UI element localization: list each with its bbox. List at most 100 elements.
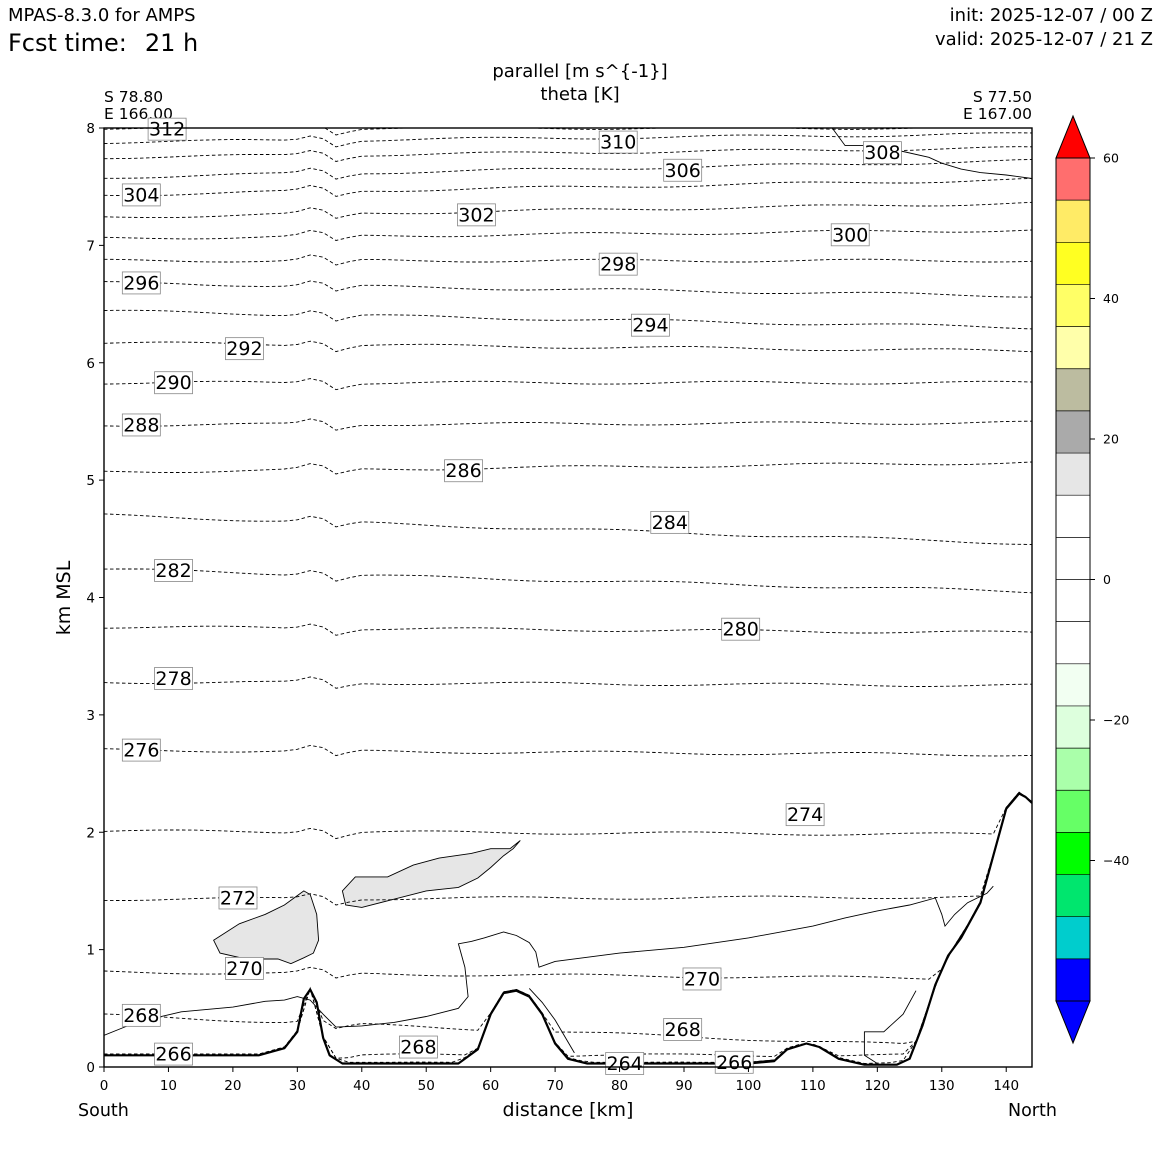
colorbar-segment (1056, 453, 1090, 496)
theta-label-294: 294 (631, 313, 670, 337)
x-tick-label: 90 (675, 1078, 692, 1094)
colorbar-tick-label: −40 (1103, 853, 1129, 868)
x-tick-label: 20 (224, 1078, 241, 1094)
theta-label-text: 264 (607, 1053, 643, 1075)
theta-contour-288 (104, 418, 1032, 431)
colorbar-segment (1056, 284, 1090, 327)
theta-contour-286 (104, 461, 1032, 475)
theta-contour-266 (104, 791, 1032, 1059)
y-tick-label: 0 (86, 1060, 95, 1076)
y-tick-label: 5 (86, 473, 95, 489)
x-tick-label: 10 (160, 1078, 177, 1094)
theta-contour-270 (104, 791, 1032, 980)
theta-label-text: 278 (155, 668, 191, 690)
y-tick-label: 7 (86, 238, 95, 254)
theta-contour-284 (104, 513, 1032, 545)
colorbar-segment (1056, 832, 1090, 875)
x-tick-label: 100 (736, 1078, 762, 1094)
theta-contour-280 (104, 623, 1032, 636)
theta-contour-274 (104, 791, 1032, 840)
terrain (104, 792, 1032, 1066)
x-tick-label: 120 (864, 1078, 890, 1094)
theta-label-text: 270 (226, 958, 262, 980)
y-tick-label: 8 (86, 121, 95, 137)
colorbar-segment (1056, 748, 1090, 791)
colorbar-segment (1056, 916, 1090, 959)
theta-label-text: 280 (723, 619, 759, 641)
colorbar-segment (1056, 200, 1090, 243)
axes: 0 10 20 30 40 50 60 70 80 90 100 110 120 130 140 0 1 2 3 4 5… (86, 121, 1019, 1094)
theta-contour-306 (104, 159, 1032, 180)
theta-label-284: 284 (650, 510, 690, 534)
theta-label-text: 310 (600, 132, 636, 154)
chart-title: parallel [m s^{-1}] (492, 61, 668, 82)
y-tick-label: 6 (86, 356, 95, 372)
theta-label-268: 268 (663, 1018, 703, 1041)
y-tick-label: 2 (86, 825, 95, 841)
forecast-time-label: Fcst time: (8, 29, 127, 57)
colorbar-segment (1056, 495, 1090, 538)
model-title: MPAS-8.3.0 for AMPS (8, 5, 196, 26)
colorbar-segment (1056, 368, 1090, 411)
colorbar-tick-label: 40 (1103, 291, 1119, 306)
colorbar-tick-label: 60 (1103, 151, 1119, 166)
theta-label-306: 306 (663, 158, 703, 182)
theta-label-text: 296 (123, 272, 159, 294)
theta-contour-294 (104, 309, 1032, 330)
colorbar-extend-max (1055, 114, 1091, 159)
theta-label-text: 302 (458, 204, 494, 226)
colorbar-segment (1056, 874, 1090, 917)
shaded-region-2 (341, 840, 521, 908)
theta-label-276: 276 (121, 738, 161, 762)
x-tick-label: 40 (353, 1078, 370, 1094)
velocity-contour-3 (863, 990, 917, 1064)
velocity-contour-5 (831, 128, 1032, 179)
theta-label-text: 300 (832, 224, 868, 246)
theta-label-text: 312 (149, 119, 185, 141)
theta-label-text: 282 (155, 560, 191, 582)
theta-label-288: 288 (121, 413, 161, 436)
theta-label-text: 268 (400, 1037, 436, 1059)
terrain-line (104, 792, 1032, 1066)
velocity-contour-2 (528, 988, 575, 1054)
theta-contours (104, 128, 1032, 1064)
theta-contour-296 (104, 280, 1032, 298)
colorbar-segment (1056, 158, 1090, 201)
theta-contour-272 (104, 791, 1032, 906)
x-tick-label: 0 (100, 1078, 109, 1094)
theta-contour-310 (104, 132, 1032, 148)
theta-contour-292 (104, 340, 1032, 353)
forecast-time: Fcst time: 21 h (8, 29, 198, 57)
y-tick-label: 1 (86, 943, 95, 959)
colorbar-tick-label: 20 (1103, 432, 1119, 447)
theta-label-text: 272 (220, 887, 256, 909)
colorbar-segment (1056, 326, 1090, 369)
theta-label-text: 270 (684, 968, 720, 990)
theta-label-272: 272 (218, 886, 258, 909)
theta-contour-labels: 312 310 308 306 304 302 300 298 296 294 292 290 288 2… (121, 117, 902, 1075)
theta-label-304: 304 (121, 183, 161, 206)
theta-label-312: 312 (147, 117, 187, 141)
theta-label-text: 304 (123, 184, 159, 206)
theta-label-text: 268 (123, 1005, 159, 1027)
colorbar-segment (1056, 663, 1090, 706)
x-tick-label: 130 (929, 1078, 955, 1094)
theta-label-270: 270 (682, 967, 722, 990)
theta-label-296: 296 (121, 271, 161, 294)
theta-label-text: 276 (123, 740, 159, 762)
x-tick-label: 110 (800, 1078, 826, 1094)
theta-contour-312 (104, 128, 1032, 136)
valid-time: valid: 2025-12-07 / 21 Z (935, 29, 1153, 50)
x-tick-label: 30 (289, 1078, 306, 1094)
theta-contour-282 (104, 568, 1032, 594)
right-endpoint-lon: E 167.00 (963, 105, 1032, 123)
theta-label-298: 298 (598, 252, 638, 276)
theta-label-290: 290 (154, 371, 193, 394)
colorbar-segment (1056, 790, 1090, 833)
theta-label-text: 284 (652, 512, 688, 534)
x-tick-label: 50 (418, 1078, 435, 1094)
theta-label-text: 266 (716, 1052, 752, 1074)
south-direction-label: South (78, 1101, 129, 1121)
x-tick-label: 70 (547, 1078, 564, 1094)
